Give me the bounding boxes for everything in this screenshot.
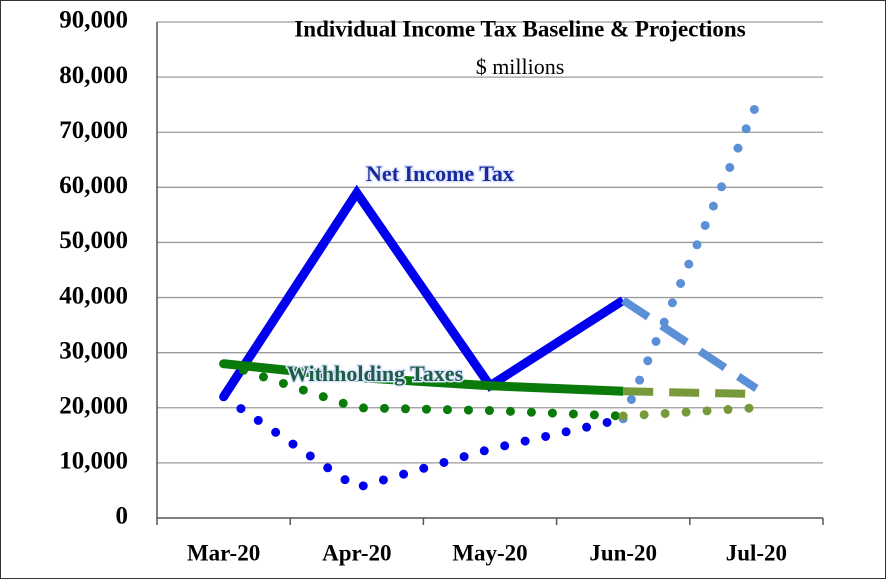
y-tick-label: 30,000: [59, 337, 128, 364]
series-line: [219, 359, 628, 421]
series-line: [623, 387, 757, 398]
y-tick-label: 60,000: [59, 172, 128, 199]
series-label: Net Income Tax: [366, 161, 514, 186]
y-tick-label: 0: [116, 503, 129, 530]
chart-title: Individual Income Tax Baseline & Project…: [294, 16, 745, 41]
x-tick-label: Apr-20: [322, 540, 391, 565]
series-line: [219, 392, 628, 493]
series-line: [219, 184, 626, 400]
lines: [219, 100, 761, 493]
y-tick-label: 50,000: [59, 227, 128, 254]
series-label: Withholding Taxes: [287, 361, 464, 386]
series-line: [620, 296, 759, 392]
x-tick-label: Jul-20: [726, 540, 787, 565]
series-line: [618, 403, 761, 421]
chart-subtitle: $ millions: [476, 54, 565, 79]
x-tick-label: Mar-20: [187, 540, 260, 565]
series-line: [223, 359, 624, 396]
series-line: [618, 100, 761, 424]
y-tick-label: 90,000: [59, 7, 128, 34]
y-tick-label: 10,000: [59, 448, 128, 475]
grid: [156, 21, 824, 525]
x-tick-label: May-20: [452, 540, 527, 565]
y-tick-label: 80,000: [59, 62, 128, 89]
y-tick-label: 20,000: [59, 393, 128, 420]
y-tick-label: 70,000: [59, 117, 128, 144]
x-tick-label: Jun-20: [589, 540, 657, 565]
y-tick-label: 40,000: [59, 282, 128, 309]
